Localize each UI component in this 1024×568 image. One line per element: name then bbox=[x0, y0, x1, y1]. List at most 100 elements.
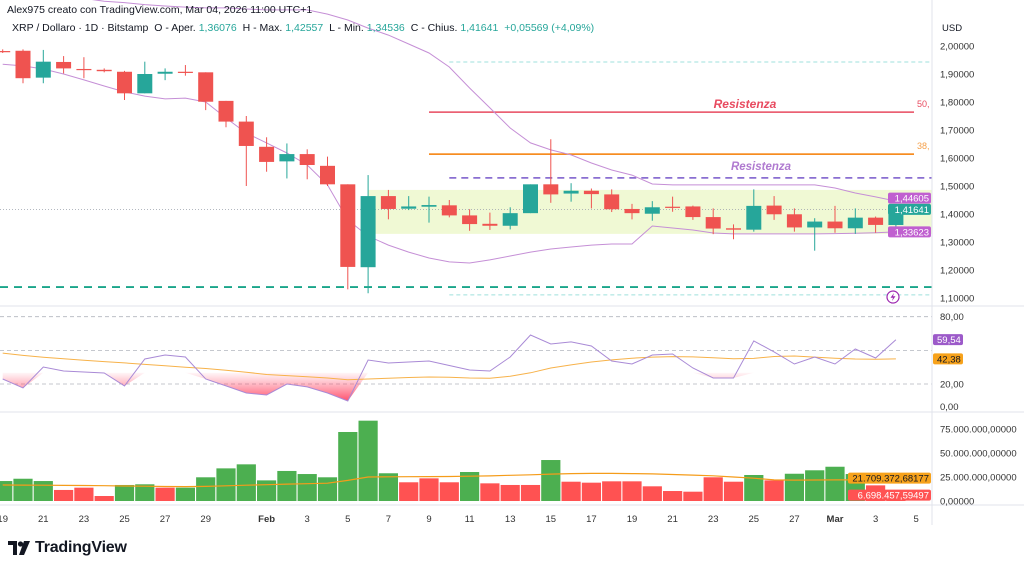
volume-bar[interactable] bbox=[175, 487, 195, 501]
candle[interactable] bbox=[786, 208, 802, 232]
volume-bar[interactable] bbox=[277, 470, 297, 501]
candle[interactable] bbox=[807, 218, 823, 251]
candle-body bbox=[259, 146, 275, 162]
volume-bar[interactable] bbox=[216, 468, 236, 501]
candle[interactable] bbox=[827, 205, 843, 233]
candle[interactable] bbox=[117, 70, 132, 101]
candle[interactable] bbox=[320, 156, 335, 186]
volume-bar[interactable] bbox=[805, 470, 825, 501]
volume-bar[interactable] bbox=[602, 481, 622, 501]
candle[interactable] bbox=[665, 196, 681, 212]
volume-bar[interactable] bbox=[54, 489, 74, 501]
volume-bar[interactable] bbox=[419, 478, 439, 501]
candle[interactable] bbox=[259, 137, 275, 172]
volume-pane[interactable] bbox=[0, 420, 906, 501]
price-pane[interactable]: Resistenza 50, 38, Resistenza bbox=[0, 0, 932, 304]
volume-bar[interactable] bbox=[378, 473, 398, 501]
candle[interactable] bbox=[401, 196, 417, 211]
volume-ma-line[interactable] bbox=[2, 472, 896, 488]
candle[interactable] bbox=[502, 207, 518, 230]
candle[interactable] bbox=[218, 100, 234, 128]
volume-bar[interactable] bbox=[0, 481, 13, 501]
candle[interactable] bbox=[238, 116, 254, 186]
volume-bar[interactable] bbox=[236, 464, 256, 501]
candle[interactable] bbox=[340, 184, 356, 290]
volume-bar[interactable] bbox=[114, 484, 135, 501]
candle[interactable] bbox=[644, 201, 660, 221]
volume-bar[interactable] bbox=[723, 481, 744, 501]
candle[interactable] bbox=[583, 188, 599, 209]
volume-bar[interactable] bbox=[196, 477, 216, 501]
rsi-ma-line[interactable] bbox=[2, 352, 896, 381]
rsi-axis-tick: 80,00 bbox=[940, 312, 964, 323]
tradingview-logo[interactable]: TradingView bbox=[8, 539, 127, 557]
volume-bar[interactable] bbox=[155, 487, 175, 501]
volume-bar[interactable] bbox=[257, 480, 277, 501]
candle[interactable] bbox=[868, 216, 884, 233]
volume-bar[interactable] bbox=[439, 482, 459, 501]
bollinger-lower-band[interactable] bbox=[2, 63, 896, 264]
candle[interactable] bbox=[157, 68, 173, 81]
volume-bar[interactable] bbox=[703, 477, 723, 501]
candle[interactable] bbox=[76, 57, 92, 79]
candle[interactable] bbox=[685, 205, 701, 220]
candle[interactable] bbox=[726, 224, 741, 240]
volume-bar[interactable] bbox=[94, 496, 114, 501]
volume-bar[interactable] bbox=[744, 474, 764, 501]
candle[interactable] bbox=[0, 49, 11, 53]
candle[interactable] bbox=[523, 184, 538, 214]
candle[interactable] bbox=[746, 189, 762, 232]
candle[interactable] bbox=[441, 200, 457, 218]
candle[interactable] bbox=[380, 189, 396, 220]
volume-bar[interactable] bbox=[13, 478, 33, 501]
candle[interactable] bbox=[563, 183, 579, 202]
candle[interactable] bbox=[56, 56, 72, 74]
volume-bar[interactable] bbox=[33, 481, 53, 501]
candle[interactable] bbox=[847, 208, 863, 234]
candle[interactable] bbox=[137, 61, 153, 94]
rsi-pane[interactable] bbox=[0, 316, 932, 402]
volume-bar[interactable] bbox=[561, 481, 581, 501]
volume-bar[interactable] bbox=[399, 482, 419, 501]
volume-bar[interactable] bbox=[784, 473, 804, 501]
candle[interactable] bbox=[705, 208, 721, 235]
bollinger-upper-band[interactable] bbox=[3, 0, 897, 202]
time-axis-tick: 23 bbox=[79, 514, 90, 525]
rsi-line[interactable] bbox=[2, 334, 897, 402]
volume-bar[interactable] bbox=[764, 480, 784, 501]
candle[interactable] bbox=[462, 209, 478, 231]
volume-bar[interactable] bbox=[520, 484, 541, 501]
volume-bar[interactable] bbox=[622, 481, 642, 501]
volume-bar[interactable] bbox=[135, 484, 155, 501]
volume-bar[interactable] bbox=[541, 460, 561, 501]
candle[interactable] bbox=[35, 49, 51, 84]
volume-bar[interactable] bbox=[317, 477, 338, 501]
candle[interactable] bbox=[482, 212, 498, 230]
candle[interactable] bbox=[177, 65, 193, 76]
volume-bar[interactable] bbox=[663, 491, 683, 501]
candle[interactable] bbox=[299, 149, 315, 180]
volume-bar[interactable] bbox=[683, 491, 703, 501]
volume-bar[interactable] bbox=[460, 472, 480, 501]
candle[interactable] bbox=[543, 139, 559, 203]
volume-bar[interactable] bbox=[297, 474, 317, 501]
volume-bar[interactable] bbox=[480, 483, 500, 501]
candle[interactable] bbox=[96, 68, 112, 73]
candle[interactable] bbox=[421, 196, 437, 223]
volume-bar[interactable] bbox=[642, 486, 662, 501]
candle[interactable] bbox=[360, 175, 376, 294]
candle[interactable] bbox=[279, 143, 295, 179]
volume-bar[interactable] bbox=[581, 482, 601, 501]
candle[interactable] bbox=[15, 49, 31, 84]
volume-bar[interactable] bbox=[825, 466, 845, 501]
candle[interactable] bbox=[198, 72, 214, 111]
lightning-icon[interactable] bbox=[886, 290, 900, 304]
volume-bar[interactable] bbox=[338, 431, 358, 501]
candle[interactable] bbox=[766, 196, 782, 220]
candle[interactable] bbox=[624, 203, 640, 220]
volume-bar[interactable] bbox=[74, 487, 94, 501]
candle[interactable] bbox=[604, 189, 620, 213]
volume-bar[interactable] bbox=[358, 420, 378, 501]
volume-bar[interactable] bbox=[500, 484, 520, 501]
